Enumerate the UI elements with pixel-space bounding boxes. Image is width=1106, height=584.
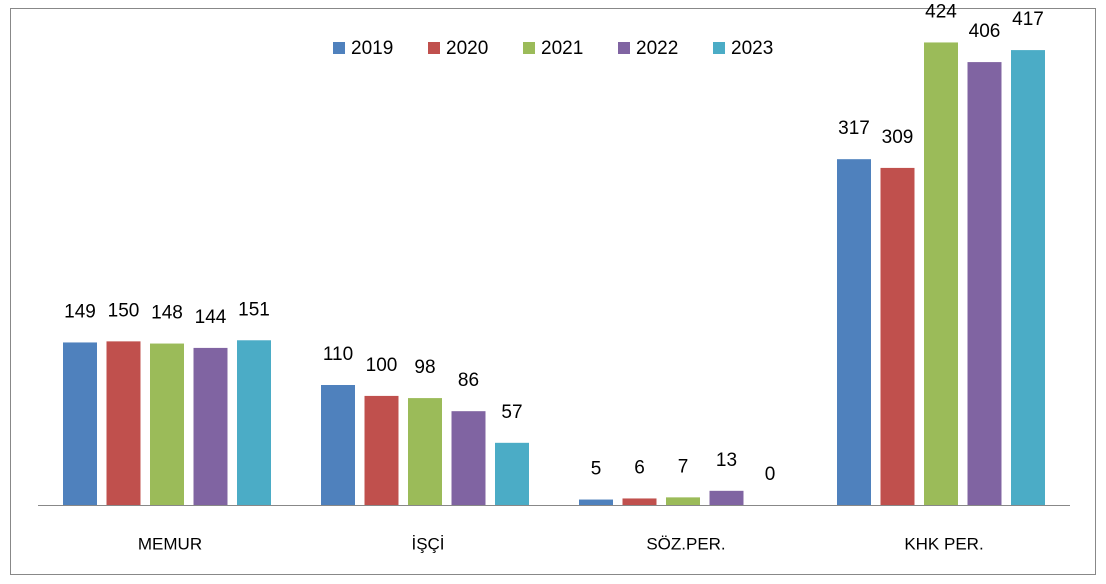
data-label: 98 [414,357,435,378]
bar [451,411,486,505]
bar [321,385,355,505]
bar [967,62,1002,505]
data-label: 424 [925,1,957,22]
legend-swatch [333,42,345,54]
data-label: 150 [108,300,140,321]
legend-swatch [523,42,535,54]
data-label: 148 [151,303,183,324]
bar [408,398,442,505]
legend-label: 2022 [636,38,678,59]
data-label: 5 [591,459,602,480]
data-label: 317 [838,118,870,139]
legend-label: 2021 [541,38,583,59]
data-label: 13 [716,450,737,471]
bar [364,395,399,505]
bar [106,341,141,505]
data-label: 100 [366,355,398,376]
bar [237,340,271,505]
data-label: 149 [64,301,96,322]
legend-label: 2020 [446,38,488,59]
legend-swatch [428,42,440,54]
legend-swatch [713,42,725,54]
bar [880,167,915,505]
data-label: 406 [969,21,1001,42]
data-label: 417 [1012,9,1044,30]
data-label: 57 [501,402,522,423]
bar [709,490,744,505]
bar [150,343,184,505]
bar [1011,50,1045,505]
legend-label: 2019 [351,38,393,59]
data-label: 86 [458,370,479,391]
x-tick-label: KHK PER. [904,534,983,553]
data-label: 309 [882,127,914,148]
bar [63,342,97,505]
legend-swatch [618,42,630,54]
bar [622,498,657,505]
data-label: 151 [238,299,270,320]
chart-frame [10,8,1096,575]
bar [837,159,871,505]
data-label: 144 [195,307,227,328]
data-label: 110 [323,344,353,365]
bar [193,347,228,505]
bar [924,42,958,506]
legend-label: 2023 [731,38,773,59]
x-tick-label: İŞÇİ [411,534,444,553]
bar [495,442,529,505]
x-tick-label: MEMUR [138,534,202,553]
bar [666,497,700,505]
data-label: 0 [765,464,776,485]
x-tick-label: SÖZ.PER. [646,534,725,553]
data-label: 6 [634,457,645,478]
bar [579,499,613,505]
data-label: 7 [678,456,689,477]
